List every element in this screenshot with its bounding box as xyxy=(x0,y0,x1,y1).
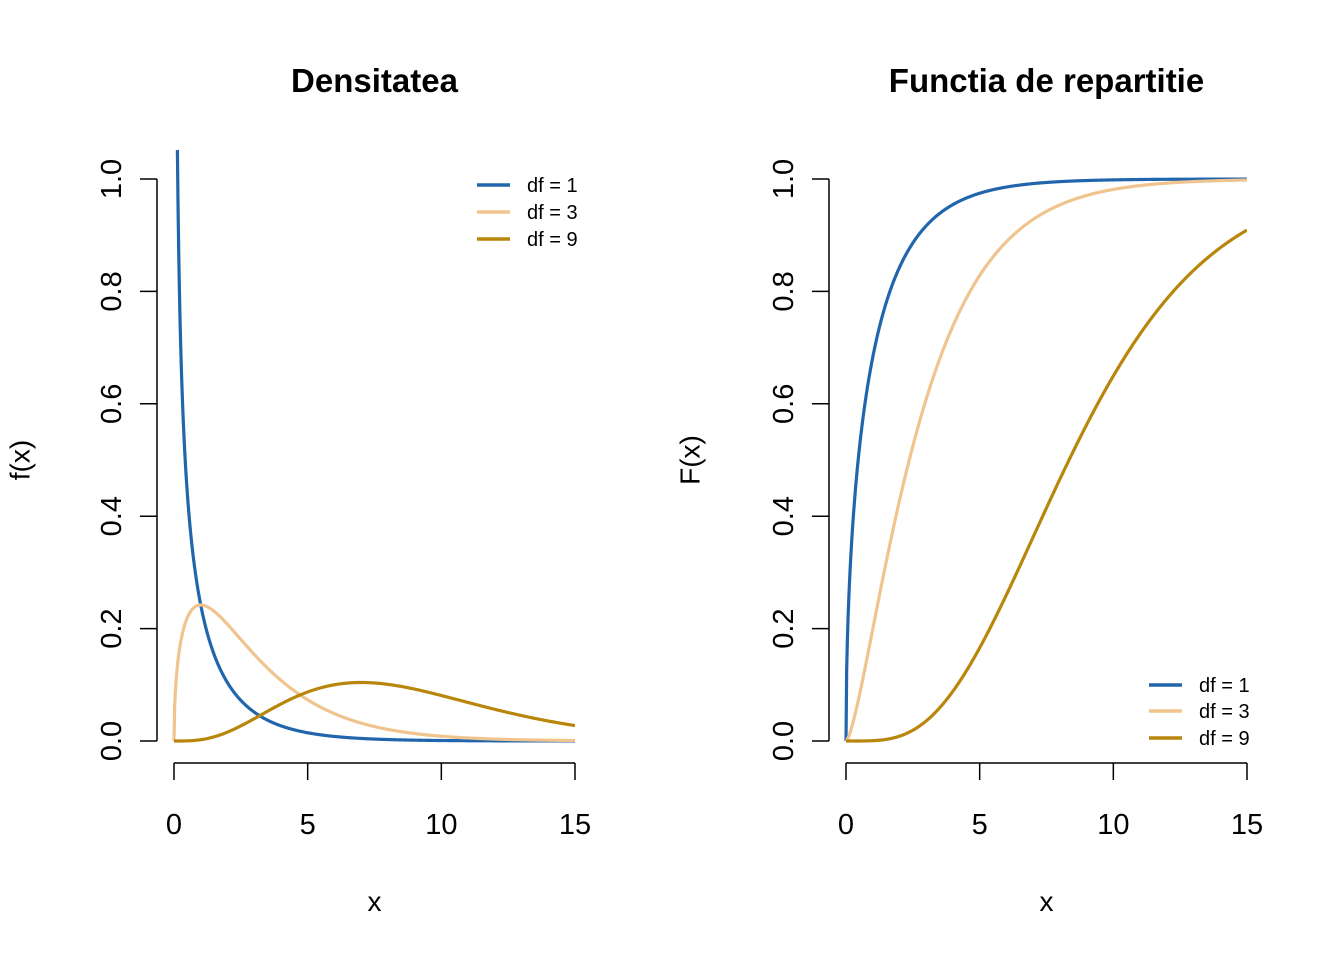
legend-label: df = 3 xyxy=(1199,701,1250,723)
y-tick-label: 0.4 xyxy=(96,496,128,536)
plot-area xyxy=(844,177,1247,743)
legend: df = 1 df = 3 df = 9 xyxy=(1149,675,1250,750)
series-line-df-1 xyxy=(175,150,575,743)
chart-title: Functia de repartitie xyxy=(889,62,1204,99)
y-tick-label: 0.0 xyxy=(768,721,800,761)
y-tick-label: 0.8 xyxy=(96,271,128,311)
legend-label: df = 3 xyxy=(527,202,578,224)
y-tick-label: 0.0 xyxy=(96,721,128,761)
y-tick-label: 0.2 xyxy=(768,608,800,648)
y-tick-label: 0.6 xyxy=(96,384,128,424)
legend-label: df = 1 xyxy=(527,175,578,197)
x-tick-label: 10 xyxy=(1097,809,1129,841)
legend-label: df = 1 xyxy=(1199,675,1250,697)
y-tick-label: 1.0 xyxy=(768,159,800,199)
y-axis-label: F(x) xyxy=(675,435,706,485)
x-tick-label: 15 xyxy=(559,809,591,841)
y-tick-label: 0.2 xyxy=(96,608,128,648)
x-axis-label: x xyxy=(1040,886,1054,917)
series-line-df-3 xyxy=(172,603,575,743)
legend-label: df = 9 xyxy=(1199,728,1250,750)
cdf-panel: Functia de repartitie 0.0 0.2 0.4 0.6 0.8 1.0 0… xyxy=(675,62,1264,917)
x-axis-label: x xyxy=(368,886,382,917)
x-tick-label: 5 xyxy=(972,809,988,841)
x-tick-label: 0 xyxy=(838,809,854,841)
legend-label: df = 9 xyxy=(527,229,578,251)
series-line-df-9 xyxy=(173,680,575,743)
y-tick-label: 0.4 xyxy=(768,496,800,536)
plot-area xyxy=(172,150,575,743)
x-tick-label: 5 xyxy=(300,809,316,841)
x-tick-label: 0 xyxy=(166,809,182,841)
y-tick-label: 1.0 xyxy=(96,159,128,199)
series-line-df-1 xyxy=(844,177,1247,742)
chart-title: Densitatea xyxy=(291,62,459,99)
x-tick-label: 10 xyxy=(425,809,457,841)
y-tick-label: 0.6 xyxy=(768,384,800,424)
y-tick-label: 0.8 xyxy=(768,271,800,311)
series-line-df-3 xyxy=(844,178,1247,743)
density-panel: Densitatea 0.0 0.2 0.4 0.6 0.8 1.0 0 5 10 15 x f(x) d… xyxy=(5,62,592,917)
legend: df = 1 df = 3 df = 9 xyxy=(477,175,578,251)
series-line-df-9 xyxy=(845,228,1247,743)
y-axis-label: f(x) xyxy=(5,440,36,480)
x-tick-label: 15 xyxy=(1231,809,1263,841)
